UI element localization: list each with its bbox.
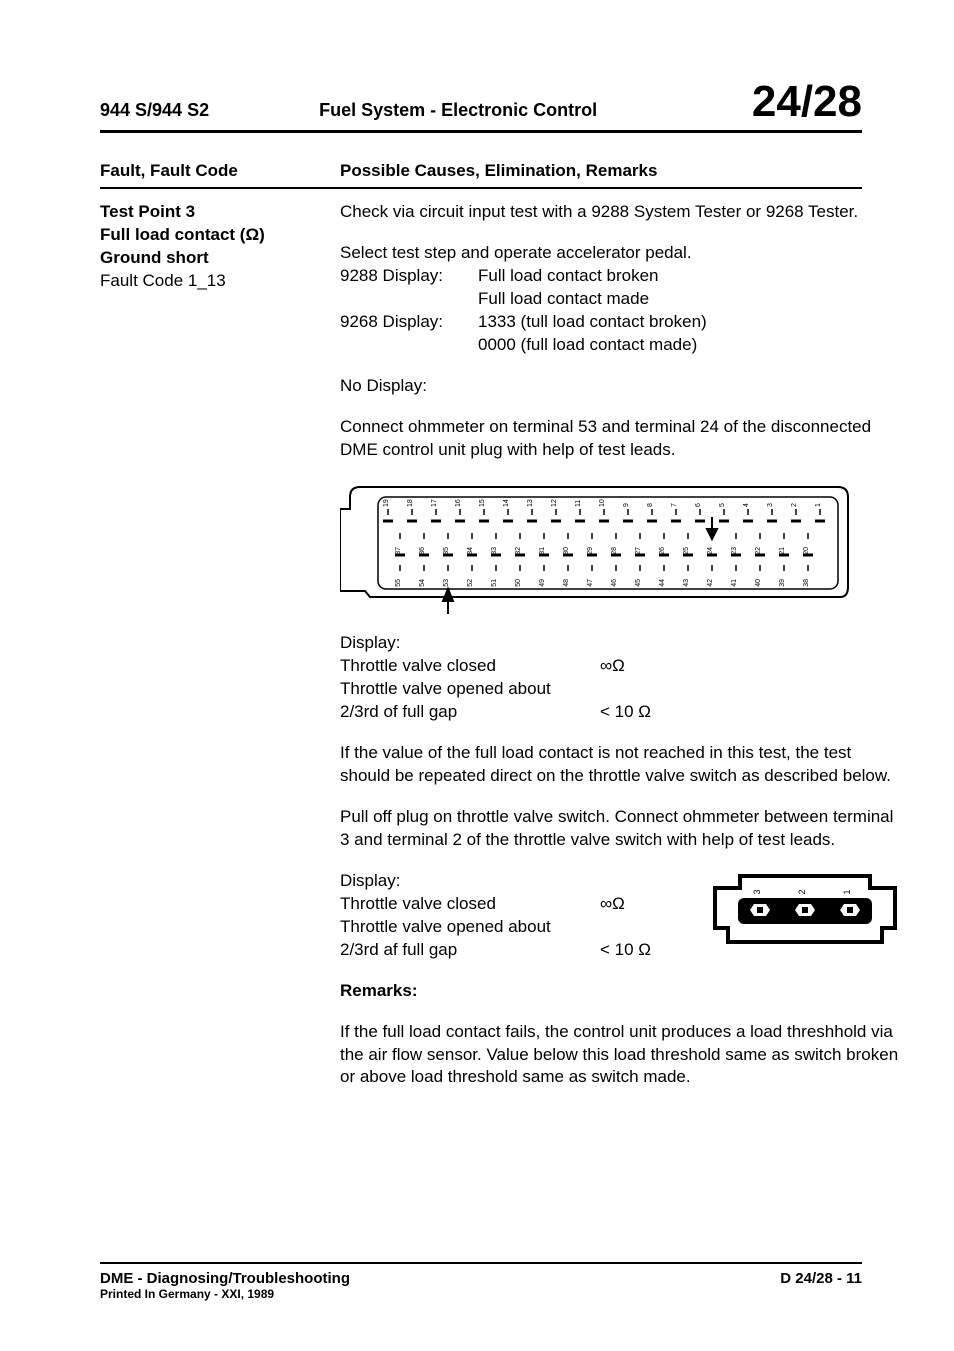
svg-text:40: 40 <box>755 579 762 587</box>
svg-text:46: 46 <box>611 579 618 587</box>
dme-connector-diagram: 1918171615141312111098765432137363534333… <box>340 479 850 619</box>
svg-text:17: 17 <box>431 500 438 508</box>
svg-text:48: 48 <box>563 579 570 587</box>
svg-text:55: 55 <box>395 579 402 587</box>
svg-text:50: 50 <box>515 579 522 587</box>
svg-text:1: 1 <box>815 503 822 507</box>
page-footer: DME - Diagnosing/Troubleshooting Printed… <box>100 1262 862 1301</box>
disp-9288-l2: Full load contact made <box>478 288 900 311</box>
svg-text:49: 49 <box>539 579 546 587</box>
svg-text:51: 51 <box>491 579 498 587</box>
svg-text:14: 14 <box>503 500 510 508</box>
svg-text:42: 42 <box>707 579 714 587</box>
fault-code: Fault Code 1_13 <box>100 270 340 293</box>
disp-9268-label: 9268 Display: <box>340 311 470 334</box>
svg-text:53: 53 <box>443 579 450 587</box>
display-readings: 9288 Display: Full load contact broken F… <box>340 265 900 357</box>
svg-text:5: 5 <box>719 503 726 507</box>
footer-title: DME - Diagnosing/Troubleshooting <box>100 1270 350 1287</box>
disp-9268-l1: 1333 (tull load contact broken) <box>478 311 900 334</box>
para-ohmmeter: Connect ohmmeter on terminal 53 and term… <box>340 416 900 462</box>
display-label-1: Display: <box>340 632 900 655</box>
svg-text:18: 18 <box>407 500 414 508</box>
remarks-heading: Remarks: <box>340 980 900 1003</box>
svg-text:13: 13 <box>527 500 534 508</box>
header-model: 944 S/944 S2 <box>100 100 209 121</box>
svg-text:7: 7 <box>671 503 678 507</box>
page-header: 944 S/944 S2 Fuel System - Electronic Co… <box>100 80 862 133</box>
tv-open-2b: 2/3rd af full gap <box>340 939 600 962</box>
svg-text:6: 6 <box>695 503 702 507</box>
fault-name: Full load contact (Ω) <box>100 224 340 247</box>
inf-ohm-2: ∞Ω <box>600 893 690 916</box>
svg-text:44: 44 <box>659 579 666 587</box>
svg-text:16: 16 <box>455 500 462 508</box>
header-section: Fuel System - Electronic Control <box>209 100 752 121</box>
lt10-2: < 10 Ω <box>600 939 690 962</box>
svg-text:38: 38 <box>803 579 810 587</box>
footer-print: Printed In Germany - XXI, 1989 <box>100 1287 350 1301</box>
disp-9288-l1: Full load contact broken <box>478 265 900 288</box>
svg-text:11: 11 <box>575 500 582 507</box>
svg-text:1: 1 <box>842 889 852 894</box>
display-block-2: Display: Throttle valve closed ∞Ω Thrott… <box>340 870 690 962</box>
svg-text:4: 4 <box>743 503 750 507</box>
svg-text:39: 39 <box>779 579 786 587</box>
svg-text:2: 2 <box>791 503 798 507</box>
header-page: 24/28 <box>752 80 862 124</box>
lt10-1: < 10 Ω <box>600 701 690 724</box>
fault-condition: Ground short <box>100 247 340 270</box>
svg-text:19: 19 <box>383 500 390 508</box>
para-pull-plug: Pull off plug on throttle valve switch. … <box>340 806 900 852</box>
para-select: Select test step and operate accelerator… <box>340 242 900 357</box>
inf-ohm-1: ∞Ω <box>600 655 690 678</box>
content-row: Test Point 3 Full load contact (Ω) Groun… <box>100 201 862 1107</box>
disp-9288-label: 9288 Display: <box>340 265 470 288</box>
svg-text:8: 8 <box>647 503 654 507</box>
col-header-fault: Fault, Fault Code <box>100 161 340 181</box>
test-point: Test Point 3 <box>100 201 340 224</box>
svg-text:15: 15 <box>479 500 486 508</box>
throttle-switch-connector-diagram: 3 2 1 <box>710 870 900 950</box>
svg-text:54: 54 <box>419 579 426 587</box>
svg-text:47: 47 <box>587 579 594 587</box>
svg-text:12: 12 <box>551 500 558 508</box>
svg-text:52: 52 <box>467 579 474 587</box>
tv-open-1b: 2/3rd of full gap <box>340 701 600 724</box>
col-header-causes: Possible Causes, Elimination, Remarks <box>340 161 657 181</box>
select-step: Select test step and operate accelerator… <box>340 242 900 265</box>
svg-text:3: 3 <box>767 503 774 507</box>
no-display: No Display: <box>340 375 900 398</box>
svg-text:9: 9 <box>623 503 630 507</box>
tv-closed-2: Throttle valve closed <box>340 893 600 916</box>
disp-9268-l2: 0000 (full load contact made) <box>478 334 900 357</box>
tv-open-2a: Throttle valve opened about <box>340 916 600 939</box>
display-label-2: Display: <box>340 870 690 893</box>
svg-text:3: 3 <box>752 889 762 894</box>
svg-text:2: 2 <box>797 889 807 894</box>
para-remarks: If the full load contact fails, the cont… <box>340 1021 900 1090</box>
display-block-2-wrap: Display: Throttle valve closed ∞Ω Thrott… <box>340 870 900 962</box>
svg-text:41: 41 <box>731 579 738 587</box>
display-block-1: Display: Throttle valve closed ∞Ω Thrott… <box>340 632 900 724</box>
footer-page: D 24/28 - 11 <box>780 1270 862 1287</box>
tv-closed-1: Throttle valve closed <box>340 655 600 678</box>
para-repeat: If the value of the full load contact is… <box>340 742 900 788</box>
tv-open-1a: Throttle valve opened about <box>340 678 600 701</box>
fault-cell: Test Point 3 Full load contact (Ω) Groun… <box>100 201 340 1107</box>
para-check: Check via circuit input test with a 9288… <box>340 201 900 224</box>
svg-text:10: 10 <box>599 500 606 508</box>
svg-text:45: 45 <box>635 579 642 587</box>
causes-cell: Check via circuit input test with a 9288… <box>340 201 900 1107</box>
svg-text:43: 43 <box>683 579 690 587</box>
column-headers: Fault, Fault Code Possible Causes, Elimi… <box>100 161 862 189</box>
